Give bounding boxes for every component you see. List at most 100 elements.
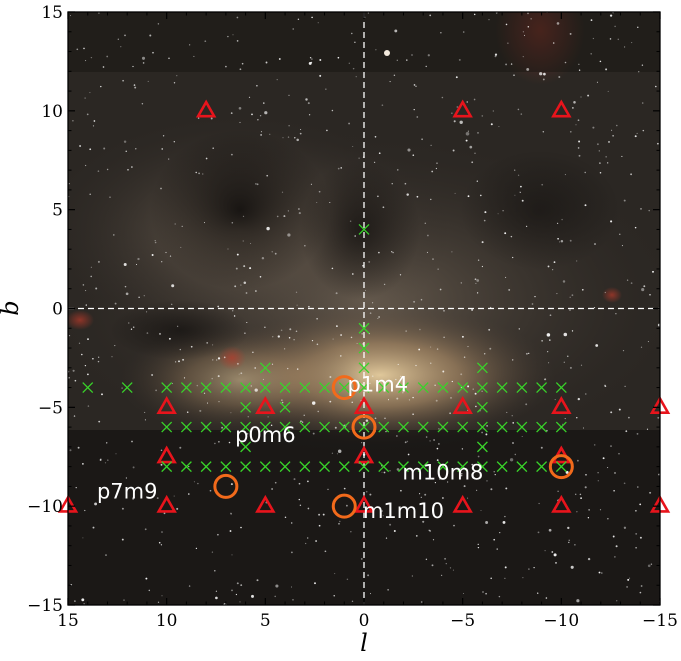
star-dot	[413, 108, 415, 111]
star-dot	[211, 551, 214, 553]
star-dot	[481, 390, 483, 392]
star-dot	[369, 493, 372, 496]
star-dot	[307, 102, 310, 105]
star-dot	[598, 571, 601, 574]
star-dot	[132, 466, 135, 469]
cross-marker	[398, 421, 409, 433]
star-dot	[460, 474, 463, 477]
star-dot	[637, 486, 639, 488]
star-dot	[424, 222, 427, 225]
star-dot	[469, 145, 473, 149]
star-dot	[276, 215, 279, 218]
cross-marker	[476, 382, 488, 394]
star-dot	[236, 40, 239, 42]
star-dot	[265, 61, 268, 64]
star-dot	[508, 288, 511, 291]
star-dot	[361, 332, 364, 335]
star-dot	[555, 562, 557, 564]
star-dot	[168, 57, 170, 60]
star-dot	[145, 577, 148, 580]
star-dot	[98, 420, 101, 423]
star-dot	[434, 482, 436, 484]
circle-marker	[331, 375, 357, 401]
star-dot	[528, 568, 530, 570]
cross-marker	[417, 421, 429, 433]
cross-marker	[358, 342, 370, 354]
star-dot	[247, 416, 249, 418]
star-dot	[69, 449, 72, 452]
star-dot	[250, 385, 253, 387]
star-dot	[73, 415, 76, 417]
star-dot	[173, 82, 176, 84]
star-dot	[584, 204, 587, 207]
star-dot	[101, 393, 103, 396]
star-dot	[332, 338, 334, 340]
star-dot	[276, 78, 278, 81]
star-dot	[505, 487, 508, 490]
star-dot	[542, 78, 545, 81]
star-dot	[203, 222, 206, 224]
star-dot	[419, 328, 421, 331]
star-dot	[432, 258, 434, 260]
star-dot	[171, 284, 175, 288]
star-dot	[623, 482, 626, 485]
star-dot	[564, 418, 566, 420]
star-dot	[370, 593, 371, 595]
star-dot	[160, 449, 163, 451]
star-dot	[429, 14, 432, 17]
star-dot	[577, 119, 580, 122]
star-dot	[490, 123, 493, 126]
star-dot	[451, 380, 453, 383]
star-dot	[481, 241, 484, 244]
star-dot	[471, 463, 474, 466]
star-dot	[553, 261, 556, 263]
star-dot	[270, 424, 273, 427]
cross-marker	[536, 461, 548, 473]
triangle-marker	[551, 494, 572, 513]
star-dot	[642, 129, 645, 132]
cross-marker	[536, 421, 548, 433]
star-dot	[159, 332, 161, 335]
star-dot	[310, 183, 312, 185]
star-dot	[444, 557, 447, 560]
star-dot	[337, 449, 342, 454]
star-dot	[217, 533, 219, 536]
star-dot	[467, 385, 470, 388]
star-dot	[584, 486, 587, 489]
annotations-layer: p1m4 p0m6 p7m9 m1m10 m10m8	[97, 373, 483, 524]
star-dot	[311, 401, 316, 405]
star-dot	[436, 348, 439, 350]
star-dot	[381, 104, 384, 107]
star-dot	[568, 541, 570, 544]
star-dot	[557, 237, 559, 240]
star-dot	[637, 26, 639, 28]
star-dot	[438, 443, 440, 445]
star-dot	[569, 239, 572, 242]
star-dot	[396, 59, 398, 61]
star-dot	[171, 303, 173, 305]
star-dot	[614, 472, 616, 474]
star-dot	[452, 569, 454, 571]
star-dot	[533, 566, 535, 569]
star-dot	[79, 145, 82, 147]
star-dot	[234, 285, 237, 288]
star-dot	[204, 40, 207, 43]
star-dot	[547, 265, 550, 268]
star-dot	[415, 535, 418, 537]
cross-marker	[516, 421, 528, 433]
star-dot	[148, 589, 151, 592]
star-dot	[113, 234, 115, 236]
star-dot	[396, 397, 399, 400]
star-dot	[351, 401, 353, 403]
star-dot	[521, 199, 524, 202]
star-dot	[228, 441, 231, 444]
star-dot	[256, 579, 259, 582]
star-dot	[593, 444, 596, 446]
star-dot	[346, 578, 349, 581]
star-dot	[196, 384, 199, 387]
star-dot	[441, 96, 444, 99]
cross-marker	[82, 382, 94, 394]
star-dot	[236, 362, 239, 365]
star-dot	[281, 401, 284, 404]
